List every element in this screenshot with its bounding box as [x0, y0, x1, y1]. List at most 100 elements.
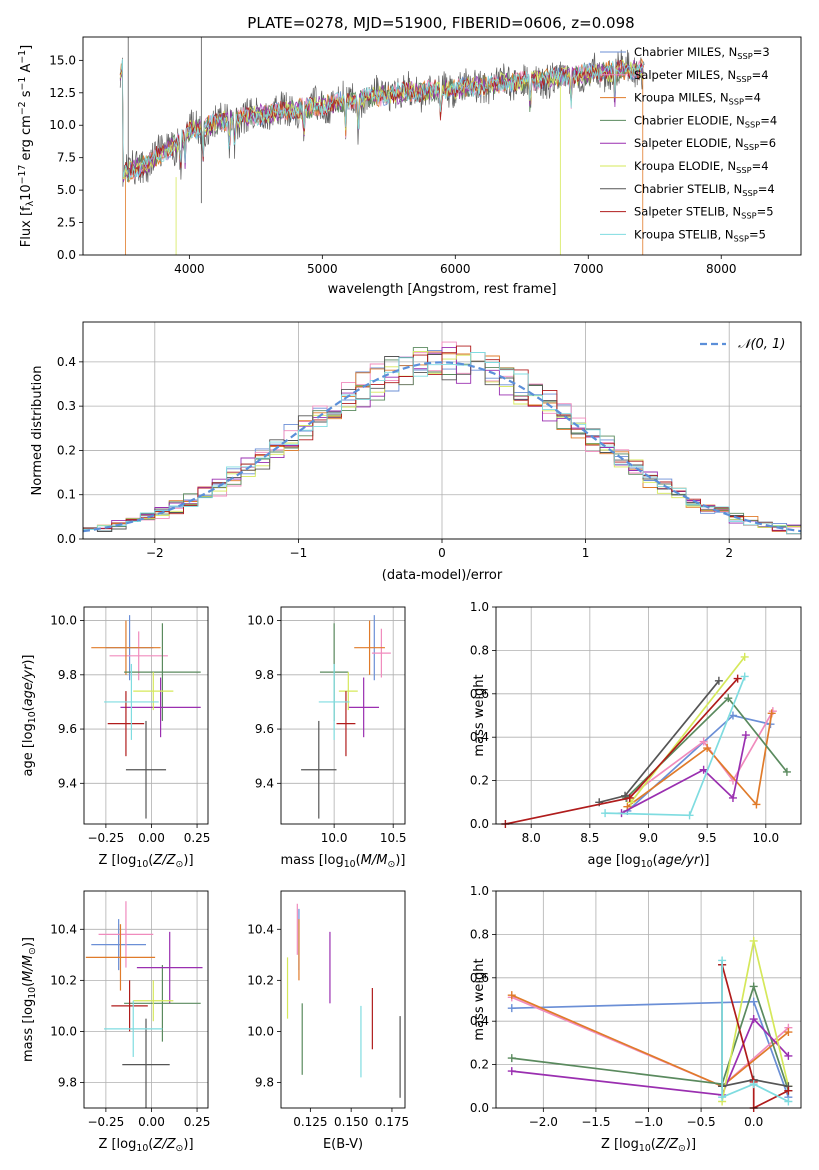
weight-marker-salpeter_elodie: [741, 731, 750, 740]
weight-marker-kroupa_miles: [767, 709, 776, 718]
y-axis-label: mass weight: [472, 674, 487, 756]
weight-marker-kroupa_stelib: [685, 811, 694, 820]
y-tick-label: 9.8: [58, 1075, 77, 1089]
x-tick-label: 0.0: [744, 1115, 763, 1129]
y-tick-label: 10.2: [50, 973, 77, 987]
weight-marker-kroupa_stelib: [601, 809, 610, 818]
weight-marker-salpeter_stelib: [733, 674, 742, 683]
y-tick-label: 10.0: [49, 118, 76, 132]
axes-frame: [280, 606, 406, 825]
x-tick-label: −1: [290, 546, 308, 560]
legend-entry: Salpeter MILES, NSSP=4: [634, 68, 769, 84]
y-axis-label: mass [log10(M/M⊙)]: [21, 937, 38, 1062]
x-axis-label: E(B-V): [323, 1137, 363, 1152]
weight-marker-kroupa_elodie: [749, 936, 758, 945]
weight-marker-kroupa_miles: [752, 800, 761, 809]
weight-marker-salpeter_elodie: [784, 1051, 793, 1060]
weight-marker-salpeter_stelib: [784, 1086, 793, 1095]
x-axis-label: (data-model)/error: [382, 568, 503, 583]
y-tick-label: 0.4: [470, 730, 489, 744]
y-tick-label: 0.4: [57, 355, 76, 369]
y-tick-label: 9.8: [58, 668, 77, 682]
normal-reference-curve: [83, 361, 801, 533]
weight-line-chabrier_miles: [511, 1000, 790, 1098]
weight-marker-chabrier_elodie: [749, 982, 758, 991]
weight-marker-salpeter_elodie: [699, 765, 708, 774]
weight-marker-kroupa_miles: [784, 1028, 793, 1037]
x-tick-label: −0.25: [87, 831, 124, 845]
y-tick-label: 10.0: [50, 1024, 77, 1038]
x-tick-label: −1.5: [581, 1115, 610, 1129]
y-tick-label: 0.8: [470, 643, 489, 657]
weight-line-salpeter_elodie: [511, 1017, 790, 1096]
weight-marker-salpeter_stelib: [625, 793, 634, 802]
y-tick-label: 9.6: [58, 722, 77, 736]
weight-line-salpeter_stelib: [721, 964, 789, 1108]
x-tick-label: 1: [582, 546, 590, 560]
y-tick-label: 10.0: [247, 1024, 274, 1038]
mass_vs_ebv-panel: 0.125 0.150 0.175 9.8 10.0 10.2 10.4 E(B-V): [247, 890, 409, 1152]
x-axis-label: age [log10(age/yr)]: [587, 853, 709, 870]
weight-line-kroupa_elodie: [630, 656, 746, 803]
x-tick-label: 10.5: [380, 831, 407, 845]
y-tick-label: 12.5: [49, 86, 76, 100]
y-tick-label: 7.5: [57, 151, 76, 165]
y-tick-label: 0.8: [470, 927, 489, 941]
weight-marker-chabrier_stelib: [714, 676, 723, 685]
y-tick-label: 0.2: [57, 443, 76, 457]
weight-marker-kroupa_miles: [507, 991, 516, 1000]
x-tick-label: 10.0: [321, 831, 348, 845]
y-tick-label: 0.1: [57, 488, 76, 502]
x-tick-label: 0.150: [334, 1115, 368, 1129]
spectrum-panel: 4000 5000 6000 7000 8000 0.0 2.5 5.0 7.5 10.0 12.5…: [17, 36, 802, 297]
legend-entry: Kroupa STELIB, NSSP=5: [634, 227, 766, 243]
x-tick-label: 0.00: [138, 1115, 165, 1129]
weight-line-salpeter_miles: [626, 710, 774, 799]
weight-marker-salpeter_elodie: [507, 1067, 516, 1076]
plots: 4000 5000 6000 7000 80000.02.55.07.510.012.5…: [17, 36, 802, 1154]
axes-frame: [82, 321, 802, 540]
age_vs_mass-panel: 10.0 10.5 9.4 9.6 9.8 10.0 mass [log10(M/M⊙)]: [247, 606, 407, 870]
x-tick-label: 0: [438, 546, 446, 560]
weight-line-salpeter_miles: [511, 996, 789, 1088]
x-tick-label: −1.0: [634, 1115, 663, 1129]
legend-entry: Chabrier MILES, NSSP=3: [634, 45, 770, 61]
y-tick-label: 0.0: [470, 1101, 489, 1115]
y-tick-label: 1.0: [470, 600, 489, 614]
y-tick-label: 0.0: [57, 532, 76, 546]
x-tick-label: 9.0: [639, 831, 658, 845]
weight-line-kroupa_stelib: [721, 960, 789, 1103]
legend-entry: Salpeter ELODIE, NSSP=6: [634, 136, 776, 152]
weight-marker-salpeter_elodie: [749, 1015, 758, 1024]
weight-marker-kroupa_stelib: [718, 1093, 727, 1102]
legend-entry: Kroupa MILES, NSSP=4: [634, 91, 761, 107]
axes-frame: [280, 890, 406, 1109]
y-tick-label: 5.0: [57, 183, 76, 197]
y-tick-label: 0.0: [57, 248, 76, 262]
x-axis-label: Z [log10(Z/Z⊙)]: [601, 1137, 696, 1154]
figure-title: PLATE=0278, MJD=51900, FIBERID=0606, z=0…: [247, 14, 634, 32]
axes-frame: [495, 606, 802, 825]
weight_vs_Z-panel: −2.0 −1.5 −1.0 −0.5 0.0 0.0 0.2 0.4 0.6 0.8 1.0 Z […: [470, 884, 802, 1154]
y-tick-label: 15.0: [49, 53, 76, 67]
x-tick-label: 7000: [573, 262, 604, 276]
x-axis-label: Z [log10(Z/Z⊙)]: [98, 853, 193, 870]
axes-frame: [83, 606, 209, 825]
y-axis-label: age [log10(age/yr)]: [21, 654, 38, 776]
x-tick-label: 9.5: [698, 831, 717, 845]
series-line-kroupa_elodie: [119, 59, 644, 180]
x-tick-label: 0.25: [184, 1115, 211, 1129]
legend-entry: Salpeter STELIB, NSSP=5: [634, 205, 774, 221]
y-tick-label: 0.6: [470, 687, 489, 701]
mass_vs_Z-panel: −0.25 0.00 0.25 9.8 10.0 10.2 10.4 Z [log10(Z/Z…: [21, 890, 211, 1154]
y-tick-label: 0.3: [57, 399, 76, 413]
x-tick-label: 2: [725, 546, 733, 560]
weight-marker-chabrier_elodie: [782, 767, 791, 776]
x-tick-label: 0.25: [184, 831, 211, 845]
y-tick-label: 0.0: [470, 817, 489, 831]
x-tick-label: 8.0: [522, 831, 541, 845]
legend-entry: Kroupa ELODIE, NSSP=4: [634, 159, 769, 175]
weight-marker-kroupa_elodie: [626, 798, 635, 807]
weight-marker-chabrier_miles: [749, 997, 758, 1006]
x-axis-label: Z [log10(Z/Z⊙)]: [98, 1137, 193, 1154]
